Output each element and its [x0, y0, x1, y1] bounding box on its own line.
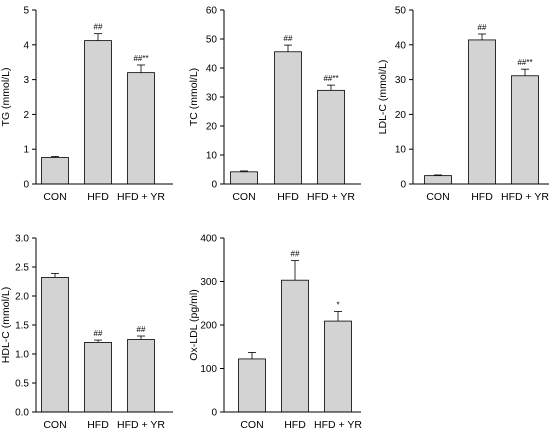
- y-tick-label: 3.0: [15, 234, 29, 245]
- y-tick-label: 50: [206, 35, 218, 46]
- bar: [424, 175, 452, 185]
- significance-label: ##: [478, 23, 487, 32]
- y-tick-label: 4: [23, 40, 29, 51]
- panel-ox-ldl: CON ## HFD * HFD + YR 0 100 200 300 400 Ox-LDL (pg…: [188, 234, 362, 432]
- significance-label: ##: [284, 34, 293, 43]
- y-tick-label: 2.0: [15, 292, 29, 303]
- category-label: CON: [240, 419, 263, 431]
- y-tick-label: 0: [211, 408, 217, 419]
- y-tick-label: 2: [23, 110, 29, 121]
- category-label: HFD + YR: [117, 419, 165, 431]
- category-label: CON: [232, 191, 255, 203]
- category-label: HFD: [87, 191, 109, 203]
- y-tick-label: 60: [206, 6, 218, 17]
- significance-label: ##**: [323, 74, 338, 83]
- y-axis-label: TG (mmol/L): [0, 68, 12, 127]
- bar: [317, 89, 345, 185]
- category-label: CON: [43, 419, 66, 431]
- bar: [230, 171, 258, 185]
- significance-label: ##**: [133, 54, 148, 63]
- y-tick-label: 400: [200, 234, 217, 245]
- bar: [511, 75, 539, 185]
- y-tick-label: 0: [211, 180, 217, 191]
- y-tick-label: 0: [400, 180, 406, 191]
- category-label: HFD + YR: [117, 191, 165, 203]
- y-tick-label: 1.0: [15, 350, 29, 361]
- y-tick-label: 300: [200, 277, 217, 288]
- bar: [324, 320, 352, 413]
- category-label: CON: [426, 191, 449, 203]
- y-tick-label: 3: [23, 75, 29, 86]
- category-label: HFD: [471, 191, 493, 203]
- bar: [281, 279, 309, 413]
- significance-label: ##: [94, 329, 103, 338]
- category-label: CON: [43, 191, 66, 203]
- y-tick-label: 5: [23, 6, 29, 17]
- y-tick-label: 30: [395, 75, 407, 86]
- significance-label: ##: [94, 23, 103, 32]
- category-label: HFD + YR: [314, 419, 362, 431]
- y-tick-label: 0.5: [15, 379, 29, 390]
- bar: [127, 72, 155, 185]
- y-tick-label: 1: [23, 145, 29, 156]
- y-axis-label: LDL-C (mmol/L): [377, 60, 389, 135]
- y-tick-label: 20: [395, 110, 407, 121]
- panel-tg: CON ## HFD ##** HFD + YR 0 1 2 3 4 5 TG (mmol/L): [0, 6, 173, 203]
- y-tick-label: 0.0: [15, 408, 29, 419]
- y-axis-label: Ox-LDL (pg/ml): [188, 289, 200, 360]
- significance-label: ##**: [517, 58, 532, 67]
- bar: [238, 358, 266, 413]
- category-label: HFD: [284, 419, 306, 431]
- y-tick-label: 2.5: [15, 263, 29, 274]
- panel-tc: CON ## HFD ##** HFD + YR 0 10 20 30 40 50 60 TC (mmo…: [188, 6, 361, 203]
- category-label: HFD + YR: [307, 191, 355, 203]
- bar: [41, 277, 69, 413]
- y-tick-label: 30: [206, 93, 218, 104]
- significance-label: *: [336, 301, 339, 310]
- y-tick-label: 100: [200, 364, 217, 375]
- category-label: HFD + YR: [501, 191, 549, 203]
- category-label: HFD: [87, 419, 109, 431]
- bar: [274, 51, 302, 185]
- y-tick-label: 0: [23, 180, 29, 191]
- y-tick-label: 1.5: [15, 321, 29, 332]
- bar: [468, 39, 496, 185]
- significance-label: ##: [137, 325, 146, 334]
- panel-hdl-c: CON ## HFD ## HFD + YR 0.0 0.5 1.0 1.5 2.0 2.5 3.0 H…: [0, 234, 173, 431]
- y-tick-label: 200: [200, 321, 217, 332]
- y-tick-label: 50: [395, 6, 407, 17]
- bar: [41, 157, 69, 185]
- y-tick-label: 10: [206, 151, 218, 162]
- bar: [84, 341, 112, 413]
- y-axis-label: HDL-C (mmol/L): [0, 287, 12, 363]
- bar: [84, 40, 112, 185]
- y-tick-label: 40: [395, 40, 407, 51]
- y-tick-label: 20: [206, 122, 218, 133]
- category-label: HFD: [277, 191, 299, 203]
- panel-ldl-c: CON ## HFD ##** HFD + YR 0 10 20 30 40 50 LDL-C (mm…: [377, 6, 549, 204]
- y-tick-label: 10: [395, 145, 407, 156]
- y-tick-label: 40: [206, 64, 218, 75]
- significance-label: ##: [291, 250, 300, 259]
- y-axis-label: TC (mmol/L): [188, 68, 200, 126]
- bar: [127, 339, 155, 413]
